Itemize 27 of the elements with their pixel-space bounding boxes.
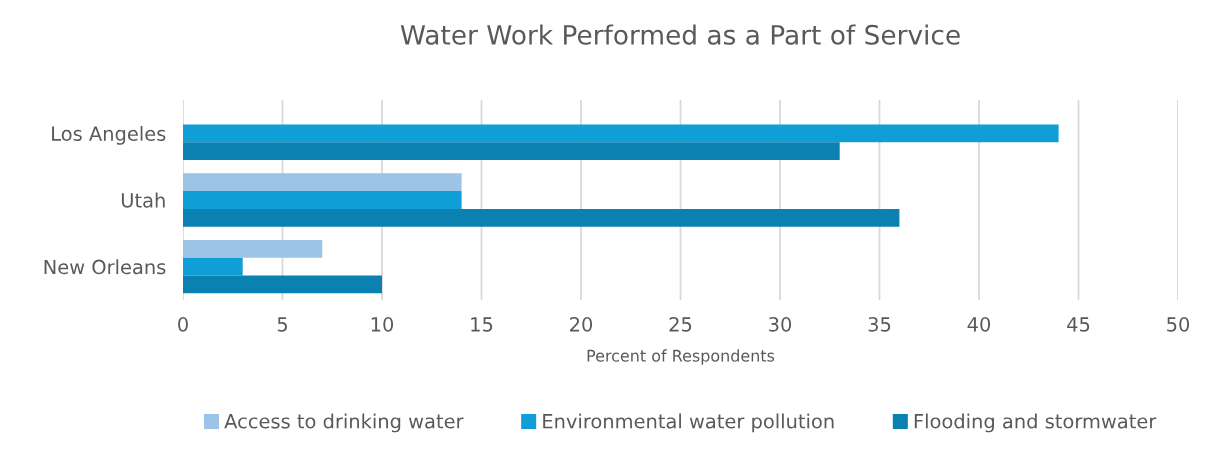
legend-label: Environmental water pollution: [543, 413, 834, 433]
bar: [183, 208, 900, 227]
y-tick-label: Los Angeles: [52, 125, 166, 145]
x-tick-label: 10: [371, 317, 394, 332]
bar: [183, 142, 840, 160]
bar: [183, 124, 1059, 143]
bar: [183, 257, 243, 276]
legend-label: Access to drinking water: [224, 413, 464, 433]
x-tick-label: 30: [769, 317, 792, 332]
x-tick-label: 35: [868, 317, 891, 332]
x-tick-label: 20: [570, 317, 593, 332]
x-tick-label: 25: [669, 317, 692, 332]
bar: [183, 173, 462, 192]
x-axis-title: Percent of Respondents: [587, 349, 775, 365]
bar: [183, 191, 462, 209]
x-tick-label: 45: [1067, 317, 1090, 332]
y-tick-label: New Orleans: [44, 259, 166, 275]
x-tick-label: 0: [178, 317, 188, 332]
x-tick-label: 40: [967, 317, 991, 332]
x-tick-label: 15: [471, 317, 493, 332]
legend-label: Flooding and stormwater: [914, 413, 1157, 433]
chart-title: Water Work Performed as a Part of Service: [400, 24, 960, 45]
x-tick-label: 5: [277, 317, 287, 332]
x-tick-label: 50: [1167, 317, 1190, 332]
y-tick-label: Utah: [121, 192, 165, 208]
bar: [183, 275, 382, 294]
bar: [183, 240, 323, 258]
